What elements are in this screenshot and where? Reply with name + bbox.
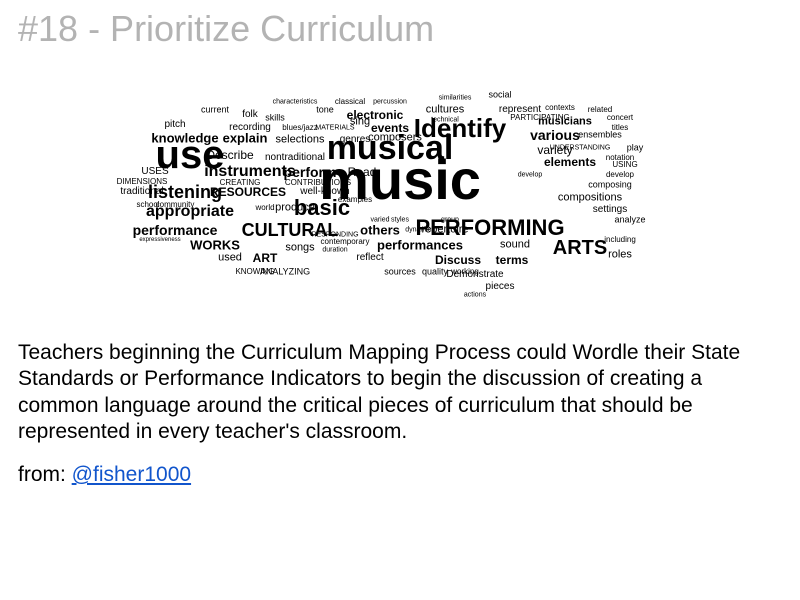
wordcloud-word: WORKS	[190, 239, 240, 252]
wordcloud-word: expressiveness	[139, 237, 180, 243]
wordcloud-word: performances	[377, 239, 463, 252]
wordcloud-container: musicmusicaluseIdentifyPERFORMINGARTSbas…	[18, 80, 782, 300]
wordcloud-word: develop	[518, 172, 543, 179]
wordcloud-word: pieces	[486, 282, 515, 292]
wordcloud-word: blues/jazz	[282, 124, 318, 132]
wordcloud-word: terms	[496, 254, 529, 266]
wordcloud-word: quality	[422, 268, 448, 277]
wordcloud-word: RESOURCES	[210, 186, 286, 198]
wordcloud-word: DIMENSIONS	[117, 178, 168, 186]
wordcloud-word: titles	[612, 124, 628, 132]
wordcloud-word: produce	[275, 203, 315, 214]
wordcloud-word: RESPONDING	[311, 232, 358, 239]
wordcloud-word: perform	[284, 165, 337, 179]
wordcloud-word: Read	[348, 166, 377, 178]
wordcloud-word: tone	[316, 106, 334, 115]
wordcloud-word: analyze	[614, 216, 645, 225]
wordcloud-word: songs	[285, 243, 314, 254]
wordcloud-word: play	[627, 144, 644, 153]
wordcloud-word: elements	[544, 156, 596, 168]
wordcloud-word: knowledge	[151, 132, 218, 145]
wordcloud-word: characteristics	[273, 99, 318, 106]
wordcloud-word: varied	[370, 217, 389, 224]
wordcloud-word: PARTICIPATING	[510, 114, 569, 122]
wordcloud-word: reflect	[356, 253, 383, 263]
wordcloud-word: contexts	[545, 104, 575, 112]
wordcloud-word: composers	[368, 133, 422, 144]
wordcloud-word: notation	[606, 154, 634, 162]
wordcloud-word: sources	[384, 268, 416, 277]
wordcloud-word: USING	[612, 161, 637, 169]
body-paragraph: Teachers beginning the Curriculum Mappin…	[18, 340, 782, 445]
wordcloud-word: world	[255, 204, 274, 212]
wordcloud-word: pitch	[164, 120, 185, 130]
wordcloud-word: composing	[588, 181, 632, 190]
wordcloud-word: percussion	[373, 99, 407, 106]
wordcloud-word: compositions	[558, 193, 622, 204]
wordcloud-word: performance	[133, 223, 218, 237]
wordcloud-word: contemporary	[321, 238, 370, 246]
wordcloud-word: UNDERSTANDING	[550, 145, 611, 152]
wordcloud-word: traditional	[120, 187, 163, 197]
wordcloud-word: current	[201, 106, 229, 115]
wordcloud-word: ART	[253, 252, 278, 264]
wordcloud-word: CONTRIBUTIONS	[285, 179, 351, 187]
wordcloud-word: including	[604, 236, 636, 244]
wordcloud-word: roles	[608, 250, 632, 261]
wordcloud-word: classical	[335, 98, 365, 106]
wordcloud-word: settings	[593, 205, 627, 215]
wordcloud-word: duration	[322, 247, 347, 254]
slide-container: #18 - Prioritize Curriculum musicmusical…	[0, 0, 800, 600]
wordcloud-word: dynamics	[405, 227, 435, 234]
wordcloud: musicmusicaluseIdentifyPERFORMINGARTSbas…	[100, 80, 700, 300]
from-prefix: from:	[18, 463, 72, 486]
wordcloud-word: sound	[500, 240, 530, 251]
wordcloud-word: Discuss	[435, 254, 481, 266]
wordcloud-word: nontraditional	[265, 153, 325, 163]
wordcloud-word: technical	[431, 117, 459, 124]
wordcloud-word: various	[530, 128, 580, 142]
wordcloud-word: examples	[338, 196, 372, 204]
wordcloud-word: Identify	[414, 115, 506, 141]
wordcloud-word: KNOWING	[235, 268, 274, 276]
wordcloud-word: concert	[607, 114, 633, 122]
wordcloud-word: community	[156, 201, 195, 209]
wordcloud-word: used	[218, 253, 242, 264]
wordcloud-word: similarities	[439, 95, 472, 102]
wordcloud-word: ARTS	[553, 238, 607, 258]
wordcloud-word: explain	[223, 132, 268, 145]
wordcloud-word: CREATING	[220, 179, 261, 187]
wordcloud-word: actions	[464, 292, 486, 299]
wordcloud-word: Describe	[206, 149, 253, 161]
slide-title: #18 - Prioritize Curriculum	[18, 8, 782, 50]
wordcloud-word: cultures	[426, 105, 465, 116]
attribution-line: from: @fisher1000	[18, 463, 782, 487]
wordcloud-word: related	[588, 106, 612, 114]
wordcloud-word: USES	[141, 167, 168, 177]
wordcloud-word: recording	[229, 123, 271, 133]
wordcloud-word: school	[136, 201, 159, 209]
wordcloud-word: social	[488, 91, 511, 100]
wordcloud-word: styles	[391, 217, 409, 224]
author-link[interactable]: @fisher1000	[72, 463, 191, 486]
wordcloud-word: MATERIALS	[315, 125, 354, 132]
wordcloud-word: working	[451, 268, 479, 276]
wordcloud-word: others	[360, 224, 400, 237]
wordcloud-word: selections	[276, 135, 325, 146]
wordcloud-word: genres	[340, 135, 371, 145]
wordcloud-word: develop	[606, 171, 634, 179]
wordcloud-word: group	[441, 217, 459, 224]
wordcloud-word: folk	[242, 110, 258, 120]
